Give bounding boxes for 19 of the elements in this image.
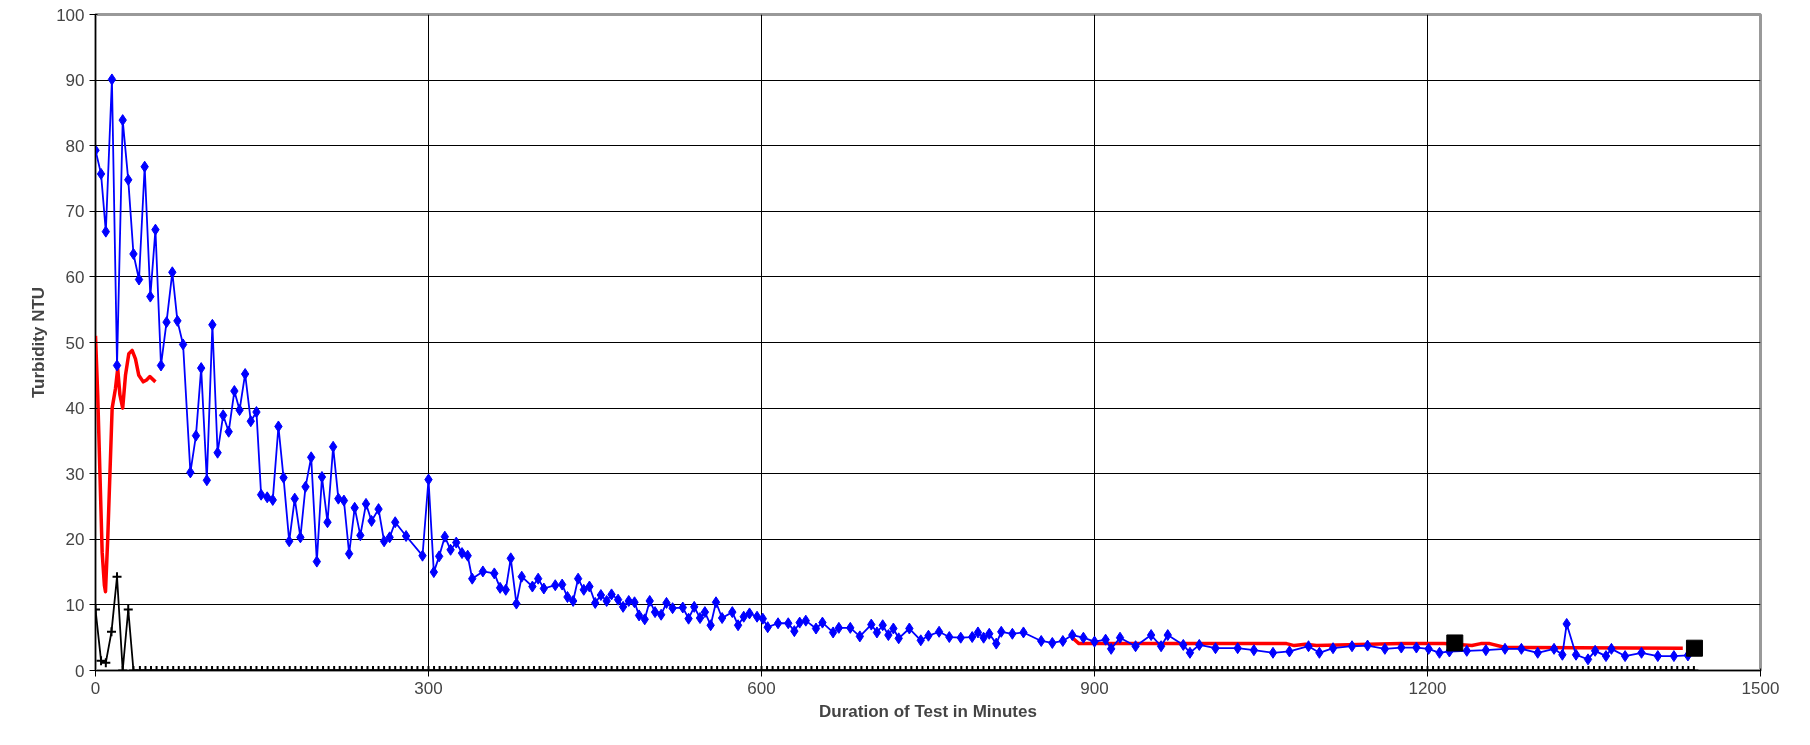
x-tick-label: 1500 [1741,678,1780,698]
y-tick-label: 10 [65,595,85,615]
y-tick-label: 80 [65,136,85,156]
y-axis-title: Turbidity NTU [29,286,49,399]
y-tick-label: 0 [75,661,85,681]
y-tick-label: 60 [65,267,85,287]
x-tick-label: 900 [1080,678,1109,698]
x-tick-label: 1200 [1408,678,1447,698]
y-tick-label: 40 [65,399,85,419]
y-tick-label: 50 [65,333,85,353]
y-tick-label: 20 [65,530,85,550]
x-tick-label: 300 [414,678,443,698]
y-tick-label: 90 [65,71,85,91]
x-tick-label: 600 [747,678,776,698]
x-axis-title: Duration of Test in Minutes [819,701,1037,721]
y-tick-label: 100 [56,5,85,25]
x-tick-label: 0 [90,678,101,698]
y-tick-label: 30 [65,464,85,484]
y-tick-label: 70 [65,202,85,222]
